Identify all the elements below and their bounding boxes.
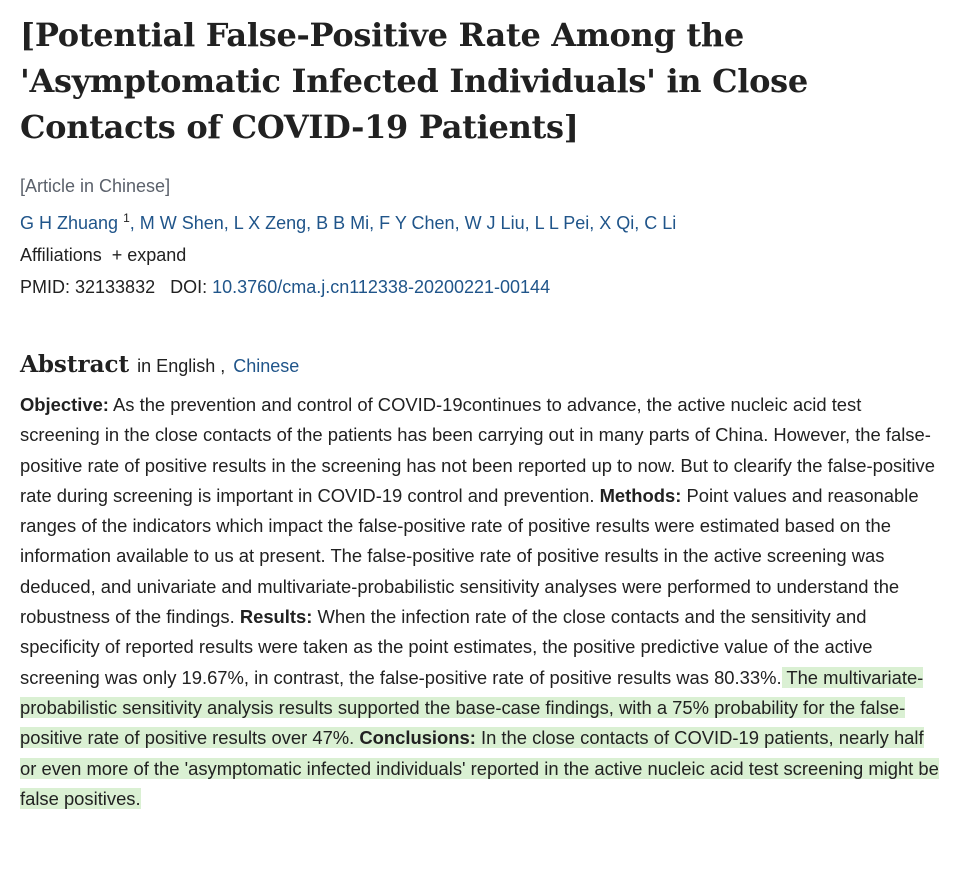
section-label: Objective:	[20, 394, 109, 415]
expand-button[interactable]: + expand	[111, 245, 187, 265]
language-note: [Article in Chinese]	[20, 176, 171, 196]
abstract-title: Abstract	[20, 351, 130, 378]
article: [Potential False-Positive Rate Among the…	[20, 12, 945, 814]
language-link[interactable]: Chinese	[233, 356, 300, 376]
authors: G H Zhuang 1, M W Shen, L X Zeng, B B Mi…	[20, 202, 945, 239]
doi-label: DOI:	[170, 277, 208, 297]
abstract-heading: Abstract in English , Chinese	[20, 351, 945, 378]
identifiers: PMID: 32133832 DOI: 10.3760/cma.j.cn1123…	[20, 271, 945, 303]
author-link[interactable]: G H Zhuang	[20, 213, 119, 233]
abstract-text: Objective: As the prevention and control…	[20, 390, 945, 814]
pmid: PMID: 32133832	[20, 277, 156, 297]
section-label: Conclusions:	[359, 727, 476, 749]
section-label: Results:	[239, 606, 313, 628]
section-text: Point values and reasonable ranges of th…	[20, 484, 919, 628]
section-label: Methods:	[599, 484, 682, 506]
section-text: When the infection rate of the close con…	[20, 606, 873, 688]
author-list[interactable]: , M W Shen, L X Zeng, B B Mi, F Y Chen, …	[129, 213, 677, 233]
doi-link[interactable]: 10.3760/cma.j.cn112338-20200221-00144	[212, 277, 551, 297]
article-title: [Potential False-Positive Rate Among the…	[20, 16, 808, 146]
section-text: As the prevention and control of COVID-1…	[20, 394, 935, 506]
article-meta: [Article in Chinese] G H Zhuang 1, M W S…	[20, 170, 945, 303]
language-prefix: in English ,	[137, 356, 226, 376]
affiliations: Affiliations + expand	[20, 239, 945, 271]
affiliations-label: Affiliations	[20, 245, 102, 265]
affiliation-ref[interactable]: 1	[123, 211, 130, 225]
